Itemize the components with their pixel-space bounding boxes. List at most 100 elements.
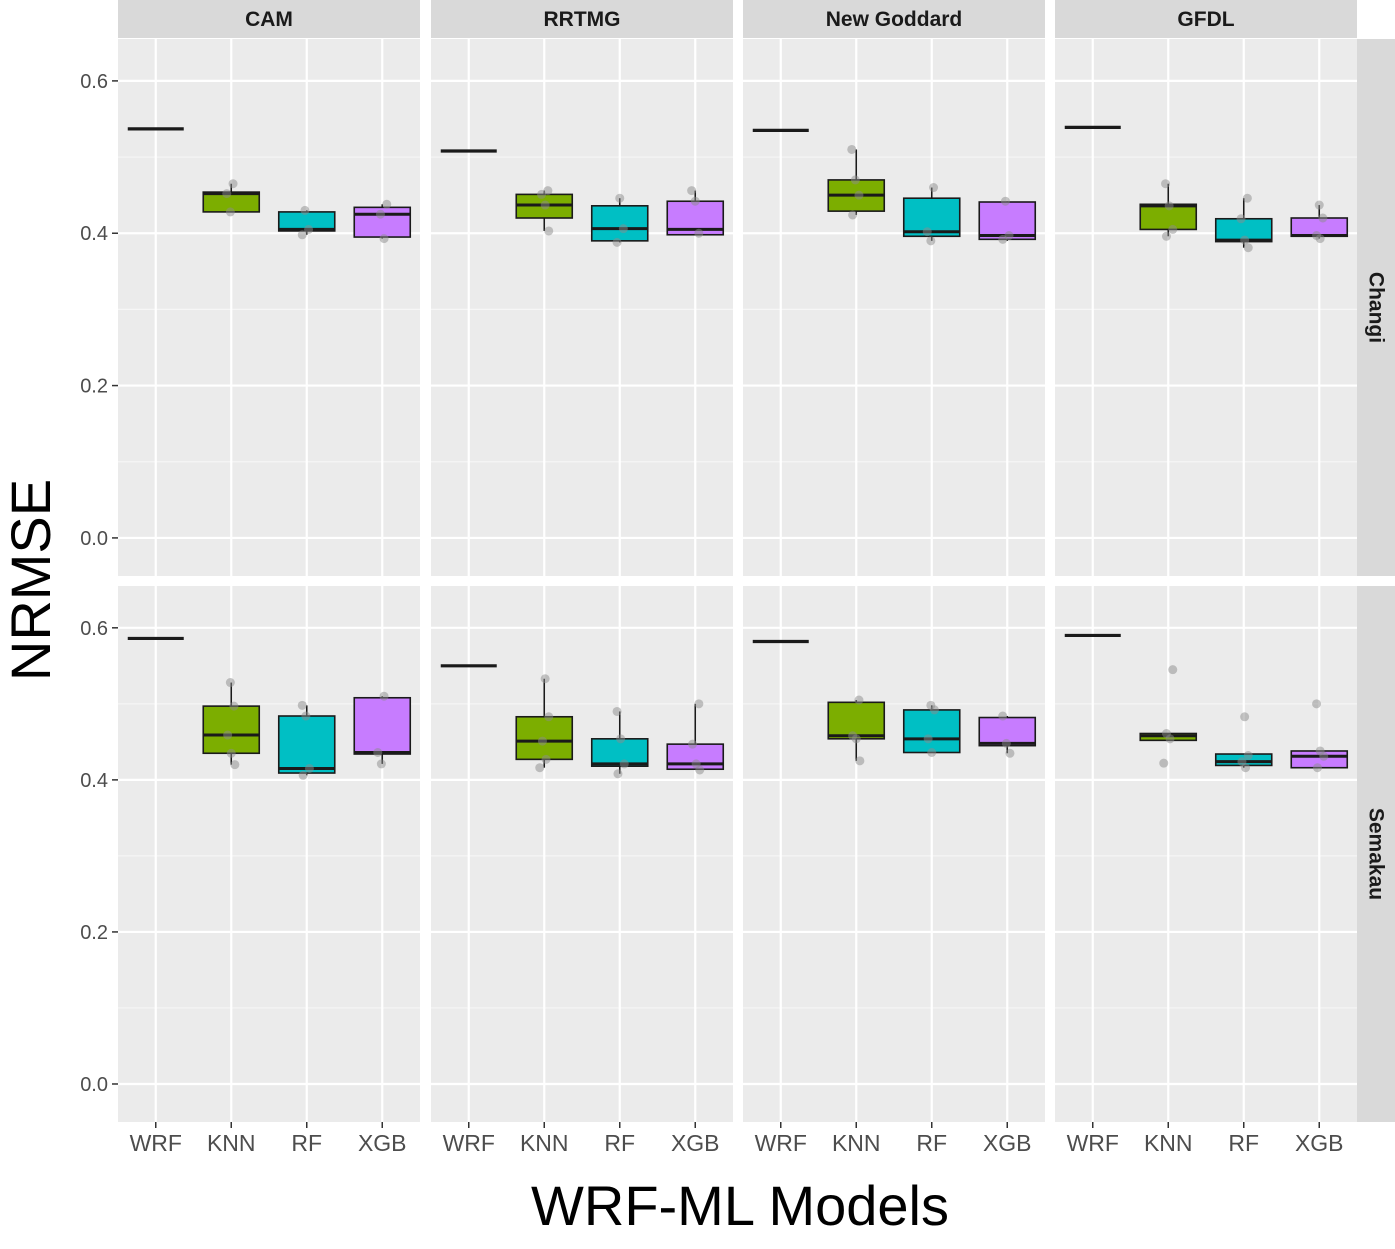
data-point-xgb <box>998 711 1008 721</box>
data-point-knn <box>1161 179 1171 189</box>
x-tick-label: WRF <box>443 1130 495 1156</box>
x-tick-label: WRF <box>130 1130 182 1156</box>
box-rf <box>277 715 336 774</box>
row-strip-label: Semakau <box>1365 808 1388 900</box>
data-point-rf <box>612 237 622 247</box>
x-tick-label: XGB <box>983 1130 1032 1156</box>
data-point-xgb <box>1319 751 1329 761</box>
data-point-rf <box>1236 214 1246 224</box>
data-point-xgb <box>1312 763 1322 773</box>
row-strip-label: Changi <box>1365 272 1388 343</box>
data-point-xgb <box>1314 200 1324 210</box>
data-point-rf <box>927 748 937 758</box>
data-point-knn <box>851 734 861 744</box>
data-point-rf <box>304 763 314 773</box>
row-strip <box>1357 39 1395 576</box>
data-point-xgb <box>1005 748 1015 758</box>
y-axis-title: NRMSE <box>0 479 62 681</box>
data-point-knn <box>229 701 239 711</box>
data-point-rf <box>298 770 308 780</box>
data-point-rf <box>1241 763 1251 773</box>
column-strip <box>743 0 1045 38</box>
data-point-rf <box>929 705 939 715</box>
x-tick-label: RF <box>1228 1130 1259 1156</box>
x-tick-label: KNN <box>520 1130 569 1156</box>
column-strip <box>1055 0 1357 38</box>
data-point-knn <box>850 175 860 185</box>
panel-background <box>1055 39 1357 576</box>
y-tick-label: 0.6 <box>80 71 108 93</box>
y-tick-label: 0.2 <box>80 376 108 398</box>
data-point-xgb <box>382 199 392 209</box>
y-tick-label: 0.2 <box>80 922 108 944</box>
x-tick-label: XGB <box>358 1130 407 1156</box>
data-point-knn <box>544 226 554 236</box>
data-point-knn <box>855 756 865 766</box>
box-xgb <box>353 696 412 755</box>
data-point-rf <box>1242 193 1252 203</box>
panel-background <box>1055 586 1357 1122</box>
box-rf <box>590 205 649 242</box>
data-point-xgb <box>688 739 698 749</box>
data-point-rf <box>922 227 932 237</box>
data-point-rf <box>304 224 314 234</box>
data-point-rf <box>613 769 623 779</box>
data-point-knn <box>226 748 236 758</box>
data-point-rf <box>616 734 626 744</box>
data-point-xgb <box>1001 738 1011 748</box>
data-point-xgb <box>373 748 383 758</box>
x-tick-label: KNN <box>832 1130 881 1156</box>
data-point-knn <box>1168 224 1178 234</box>
data-point-xgb <box>1312 699 1322 709</box>
x-tick-label: XGB <box>1295 1130 1344 1156</box>
data-point-knn <box>540 674 550 684</box>
panel-background <box>431 586 733 1122</box>
y-tick-label: 0.6 <box>80 618 108 640</box>
panel-background <box>118 39 420 576</box>
x-tick-label: WRF <box>1067 1130 1119 1156</box>
data-point-xgb <box>375 209 385 219</box>
box-rf <box>902 197 961 238</box>
data-point-rf <box>612 706 622 716</box>
data-point-knn <box>228 179 238 189</box>
x-tick-label: RF <box>604 1130 635 1156</box>
data-point-rf <box>297 700 307 710</box>
data-point-rf <box>929 183 939 193</box>
panel-background <box>118 586 420 1122</box>
data-point-rf <box>297 230 307 240</box>
data-point-knn <box>537 736 547 746</box>
data-point-knn <box>1168 665 1178 675</box>
column-strip-label: RRTMG <box>544 8 621 31</box>
data-point-knn <box>225 678 235 688</box>
data-point-knn <box>540 200 550 210</box>
data-point-rf <box>1240 712 1250 722</box>
data-point-xgb <box>695 765 705 775</box>
data-point-xgb <box>1315 234 1325 244</box>
data-point-rf <box>300 205 310 215</box>
data-point-xgb <box>1318 213 1328 223</box>
data-point-xgb <box>687 186 697 196</box>
column-strip <box>118 0 420 38</box>
y-tick-label: 0.0 <box>80 1074 108 1096</box>
x-axis-title: WRF-ML Models <box>531 1174 949 1237</box>
data-point-knn <box>222 189 232 199</box>
x-tick-label: KNN <box>207 1130 256 1156</box>
data-point-knn <box>535 763 545 773</box>
data-point-rf <box>926 236 936 246</box>
data-point-knn <box>223 730 233 740</box>
data-point-rf <box>615 193 625 203</box>
column-strip-label: GFDL <box>1177 8 1234 31</box>
data-point-knn <box>544 712 554 722</box>
data-point-xgb <box>1000 196 1010 206</box>
data-point-xgb <box>690 196 700 206</box>
data-point-rf <box>301 711 311 721</box>
data-point-knn <box>225 207 235 217</box>
column-strip <box>431 0 733 38</box>
panel-background <box>743 39 1045 576</box>
data-point-knn <box>1161 231 1171 241</box>
box-rf <box>590 738 649 767</box>
data-point-rf <box>1243 751 1253 761</box>
column-strip-label: CAM <box>245 8 293 31</box>
